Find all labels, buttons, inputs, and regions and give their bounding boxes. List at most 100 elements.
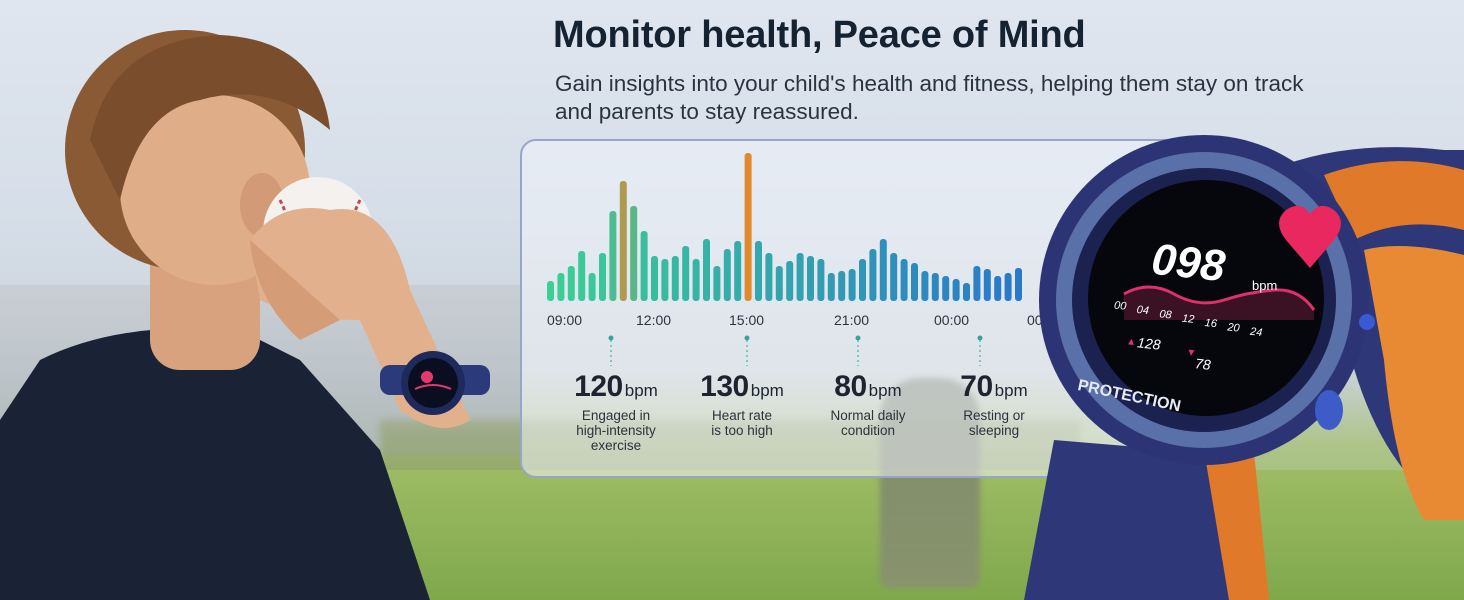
connector-dot — [977, 335, 983, 341]
stat-value: 120 — [574, 370, 623, 403]
chart-bar — [703, 239, 710, 301]
chart-bar — [973, 266, 981, 301]
stat-high-heart-rate: 130 bpm Heart rate is too high — [672, 370, 812, 438]
chart-bar — [848, 269, 856, 301]
connector-dot — [744, 335, 750, 341]
watch-hour-label: 24 — [1248, 326, 1262, 339]
stat-description: Resting or sleeping — [963, 408, 1025, 438]
chart-bar — [567, 266, 575, 301]
chart-bar — [983, 269, 991, 301]
watch-hour-labels: 00 04 08 12 16 20 24 — [1113, 299, 1262, 339]
watch-hour-label: 04 — [1136, 304, 1149, 317]
chart-bar — [838, 271, 846, 301]
bar-series — [547, 153, 1022, 301]
watch-button — [1315, 390, 1343, 430]
chart-bar — [640, 231, 648, 301]
chart-bar — [963, 283, 970, 301]
max-arrow-icon: ▲ — [1126, 336, 1137, 348]
watch-strap-bottom — [1024, 440, 1254, 600]
chart-bar — [609, 211, 617, 301]
chart-bar — [807, 256, 814, 301]
chart-bar — [775, 266, 783, 301]
watch-hour-label: 20 — [1226, 321, 1241, 334]
chart-bar — [588, 273, 596, 301]
watch-hour-label: 12 — [1181, 313, 1194, 326]
smartwatch-product: 098 bpm 00 04 08 12 16 20 24 ▲ 128 ▼ 78 … — [1024, 135, 1464, 600]
boy-holding-baseball — [0, 30, 470, 600]
stat-unit: bpm — [868, 381, 902, 400]
stat-unit: bpm — [994, 381, 1028, 400]
heart-rate-wave — [1123, 285, 1316, 311]
chart-bar — [859, 259, 866, 301]
chart-bar — [692, 259, 700, 301]
x-axis: 09:00 12:00 15:00 21:00 00:00 00: — [547, 312, 1046, 366]
chart-bar — [547, 281, 554, 301]
chart-bar — [879, 239, 887, 301]
chart-bar — [651, 256, 658, 301]
chart-bar — [994, 276, 1002, 301]
chart-bar — [869, 249, 877, 301]
chart-bar — [1004, 273, 1012, 301]
chart-bar — [827, 273, 835, 301]
chart-bar — [713, 266, 721, 301]
chart-bar — [911, 263, 918, 301]
stat-unit: bpm — [750, 381, 784, 400]
connector-dot — [855, 335, 861, 341]
stat-normal: 80 bpm Normal daily condition — [798, 370, 938, 438]
watch-hour-label: 16 — [1204, 317, 1218, 330]
x-tick-label: 09:00 — [547, 312, 582, 328]
chart-bar — [734, 241, 742, 301]
stat-value: 70 — [960, 370, 993, 403]
chart-bar — [952, 279, 960, 301]
chart-bar — [671, 256, 679, 301]
watch-max: 128 — [1136, 334, 1161, 352]
chart-bar — [900, 259, 908, 301]
x-tick-label: 00:00 — [934, 312, 969, 328]
chart-bar — [796, 253, 804, 301]
watch-unit: bpm — [1252, 278, 1277, 293]
chart-bar — [817, 259, 825, 301]
wrist-watch-on-child — [380, 351, 490, 415]
min-arrow-icon: ▼ — [1186, 347, 1197, 359]
x-tick-label: 15:00 — [729, 312, 764, 328]
chart-bar — [786, 261, 794, 301]
heart-icon — [1279, 205, 1341, 268]
chart-bar — [557, 273, 565, 301]
stat-description: Engaged in high-intensity exercise — [576, 408, 656, 453]
stat-value: 130 — [700, 370, 749, 403]
chart-bar — [931, 273, 939, 301]
watch-screen — [1088, 180, 1324, 416]
chart-bar — [765, 253, 773, 301]
watch-button — [1359, 314, 1375, 330]
watch-min: 78 — [1194, 355, 1211, 373]
connector-dot — [608, 335, 614, 341]
stat-resting: 70 bpm Resting or sleeping — [924, 370, 1064, 438]
page-title: Monitor health, Peace of Mind — [553, 14, 1086, 56]
stat-description: Normal daily condition — [830, 408, 906, 438]
chart-bar — [723, 249, 731, 301]
x-tick-label: 12:00 — [636, 312, 671, 328]
chart-bar — [630, 206, 638, 301]
page-subtitle: Gain insights into your child's health a… — [555, 71, 1304, 124]
watch-hour-label: 08 — [1159, 308, 1173, 321]
chart-bar — [619, 181, 627, 301]
chart-bar — [1015, 268, 1022, 301]
chart-bar — [661, 259, 669, 301]
chart-bar — [890, 253, 898, 301]
chart-bar — [744, 153, 752, 301]
stat-unit: bpm — [624, 381, 658, 400]
chart-bar — [942, 276, 950, 301]
chart-bar — [755, 241, 762, 301]
stat-value: 80 — [834, 370, 867, 403]
x-tick-label: 21:00 — [834, 312, 869, 328]
chart-bar — [599, 253, 606, 301]
stat-exercise: 120 bpm Engaged in high-intensity exercis… — [546, 370, 686, 453]
stat-description: Heart rate is too high — [711, 408, 773, 438]
watch-hour-label: 00 — [1113, 299, 1127, 312]
chart-bar — [578, 251, 586, 301]
watch-heart-rate: 098 — [1149, 235, 1228, 291]
chart-bar — [921, 271, 929, 301]
chart-bar — [682, 246, 690, 301]
